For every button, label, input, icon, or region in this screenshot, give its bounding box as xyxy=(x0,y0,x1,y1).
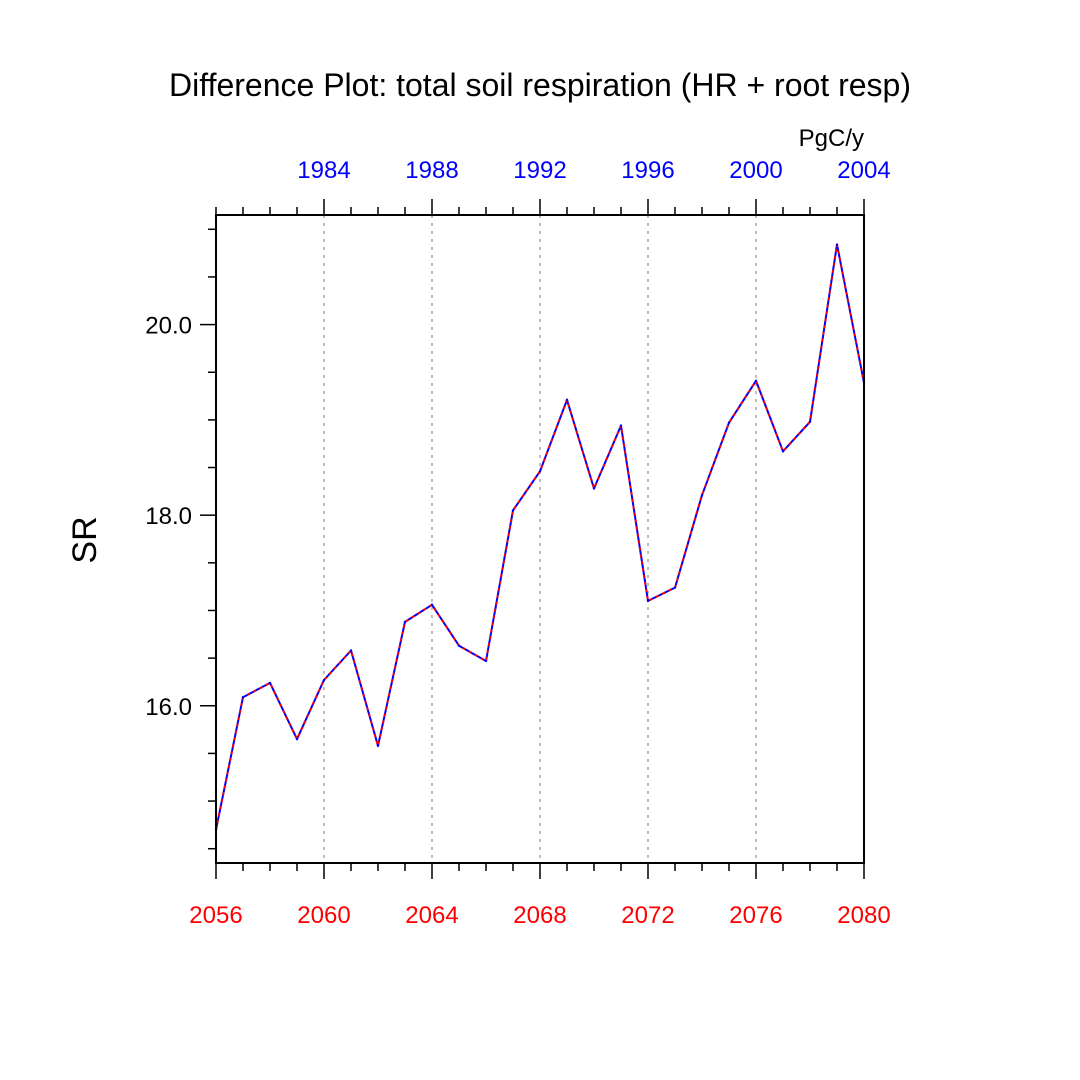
data-point xyxy=(457,644,461,647)
data-point xyxy=(835,243,839,246)
data-point xyxy=(565,398,569,402)
data-point xyxy=(673,586,677,589)
data-point xyxy=(349,649,353,652)
gridlines xyxy=(323,215,757,863)
x-bottom-tick-label: 2076 xyxy=(729,902,782,929)
data-point xyxy=(403,620,407,624)
data-point xyxy=(754,379,758,383)
units-label: PgC/y xyxy=(799,125,864,152)
data-point xyxy=(781,450,785,453)
x-bottom-tick-label: 2072 xyxy=(621,902,674,929)
data-point xyxy=(592,487,596,490)
x-top-tick-label: 2000 xyxy=(729,157,782,184)
x-top-tick-label: 1984 xyxy=(297,157,350,184)
data-point xyxy=(646,599,650,603)
x-bottom-tick-label: 2064 xyxy=(405,902,458,929)
data-point xyxy=(241,695,245,699)
data-point xyxy=(808,420,812,423)
x-bottom-tick-label: 2056 xyxy=(189,902,242,929)
data-point xyxy=(268,681,272,685)
x-bottom-tick-label: 2080 xyxy=(837,902,890,929)
data-point xyxy=(295,737,299,741)
x-bottom-tick-label: 2060 xyxy=(297,902,350,929)
y-tick-label: 20.0 xyxy=(145,313,192,340)
data-point xyxy=(700,493,704,497)
axis-ticks xyxy=(200,199,865,879)
x-top-tick-label: 1996 xyxy=(621,157,674,184)
data-point xyxy=(322,678,326,682)
x-top-tick-label: 1992 xyxy=(513,157,566,184)
y-tick-label: 16.0 xyxy=(145,694,192,721)
data-point xyxy=(511,509,515,512)
y-tick-label: 18.0 xyxy=(145,503,192,530)
data-point xyxy=(727,421,731,424)
data-point xyxy=(376,744,380,747)
chart-title: Difference Plot: total soil respiration … xyxy=(169,67,911,103)
data-point xyxy=(484,659,488,663)
plot-frame xyxy=(215,214,865,864)
x-bottom-tick-label: 2068 xyxy=(513,902,566,929)
data-point xyxy=(619,424,623,427)
data-point xyxy=(430,603,434,606)
data-point xyxy=(538,470,542,473)
series-lines xyxy=(214,243,866,831)
x-top-tick-label: 2004 xyxy=(837,157,890,184)
y-axis-label: SR xyxy=(66,516,104,563)
x-top-tick-label: 1988 xyxy=(405,157,458,184)
tick-labels: 2056 2060 2064 2068 2072 2076 2080 1984 1988 1992… xyxy=(145,157,890,929)
